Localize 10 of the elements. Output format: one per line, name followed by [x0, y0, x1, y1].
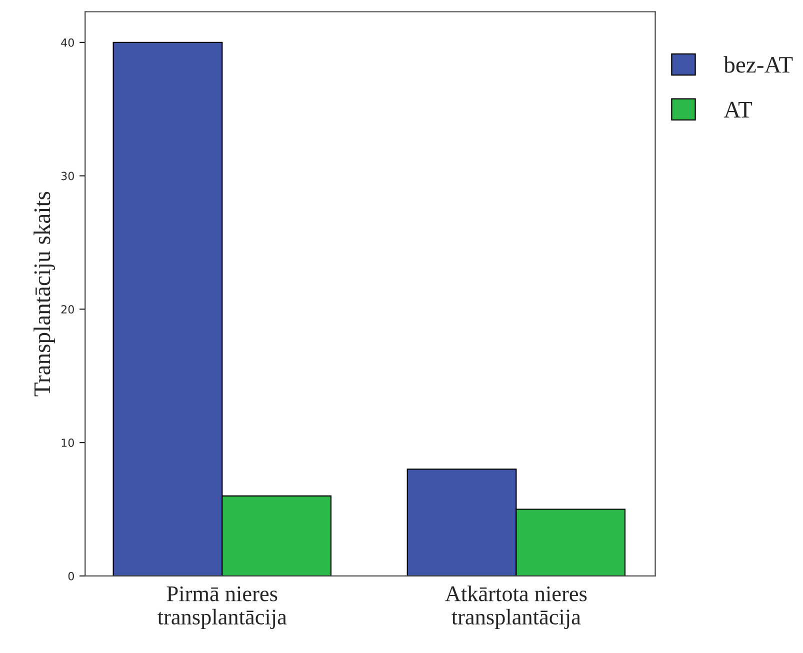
y-tick-label: 0 [68, 572, 74, 580]
y-tick-label: 20 [61, 305, 74, 314]
y-tick-label: 10 [62, 438, 74, 447]
legend-label: bez-AT [724, 56, 793, 73]
y-tick-label: 40 [61, 38, 74, 47]
x-tick-label: Atkārtota nieres transplantācija [445, 586, 587, 630]
y-tick-label: 30 [61, 172, 74, 180]
legend-label: AT [724, 102, 752, 118]
y-axis-title: Transplantāciju skaits [34, 192, 56, 396]
x-tick-label: Pirmā nieres transplantācija [158, 586, 287, 630]
